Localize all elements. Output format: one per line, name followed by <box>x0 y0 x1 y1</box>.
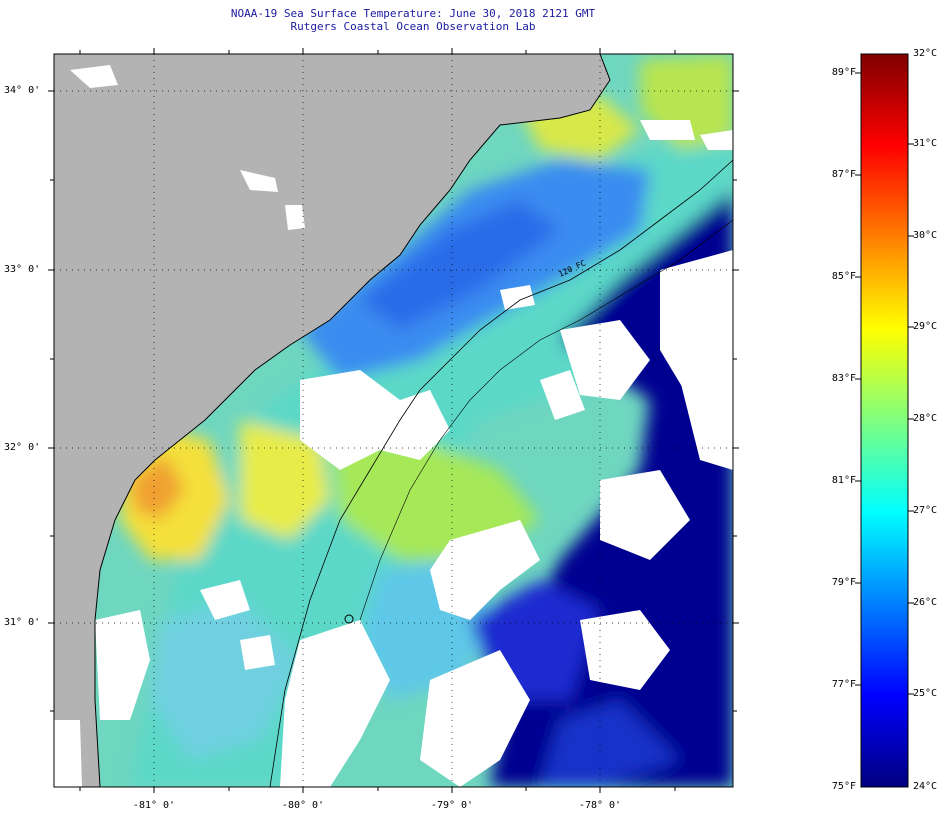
lat-label-33: 33° 0' <box>4 264 41 275</box>
colorbar-c-label: 29°C <box>912 321 938 332</box>
colorbar-c-label: 25°C <box>912 688 938 699</box>
cloud-mask <box>54 65 733 787</box>
lon-label-80: -80° 0' <box>281 800 325 811</box>
colorbar-f-label: 87°F <box>831 169 856 180</box>
map-frame <box>53 53 734 788</box>
lat-label-34: 34° 0' <box>4 85 41 96</box>
colorbar-f-label: 81°F <box>831 475 856 486</box>
axis-ticks <box>48 48 739 793</box>
graticule <box>54 54 733 787</box>
coastline <box>94 54 611 787</box>
lon-label-79: -79° 0' <box>430 800 474 811</box>
map-subtitle: Rutgers Coastal Ocean Observation Lab <box>290 20 536 33</box>
colorbar-c-label: 32°C <box>912 48 938 59</box>
colorbar-c-label: 26°C <box>912 597 938 608</box>
lon-label-81: -81° 0' <box>132 800 176 811</box>
colorbar-f-label: 89°F <box>831 67 856 78</box>
isobath-outer <box>359 219 733 621</box>
colorbar-c-label: 27°C <box>912 505 938 516</box>
lat-label-31: 31° 0' <box>4 617 41 628</box>
colorbar-c-label: 28°C <box>912 413 938 424</box>
land-area <box>54 54 610 787</box>
colorbar-c-label: 24°C <box>912 781 938 792</box>
shelf-isobath <box>269 159 733 787</box>
colorbar <box>861 54 908 787</box>
colorbar-f-label: 85°F <box>831 271 856 282</box>
map-area <box>54 54 733 787</box>
colorbar-c-label: 31°C <box>912 138 938 149</box>
colorbar-f-label: 77°F <box>831 679 856 690</box>
colorbar-f-label: 83°F <box>831 373 856 384</box>
colorbar-c-label: 30°C <box>912 230 938 241</box>
lon-label-78: -78° 0' <box>578 800 622 811</box>
map-title: NOAA-19 Sea Surface Temperature: June 30… <box>230 7 596 20</box>
colorbar-f-label: 79°F <box>831 577 856 588</box>
colorbar-f-label: 75°F <box>831 781 856 792</box>
lat-label-32: 32° 0' <box>4 442 41 453</box>
colorbar-ticks <box>855 72 914 695</box>
